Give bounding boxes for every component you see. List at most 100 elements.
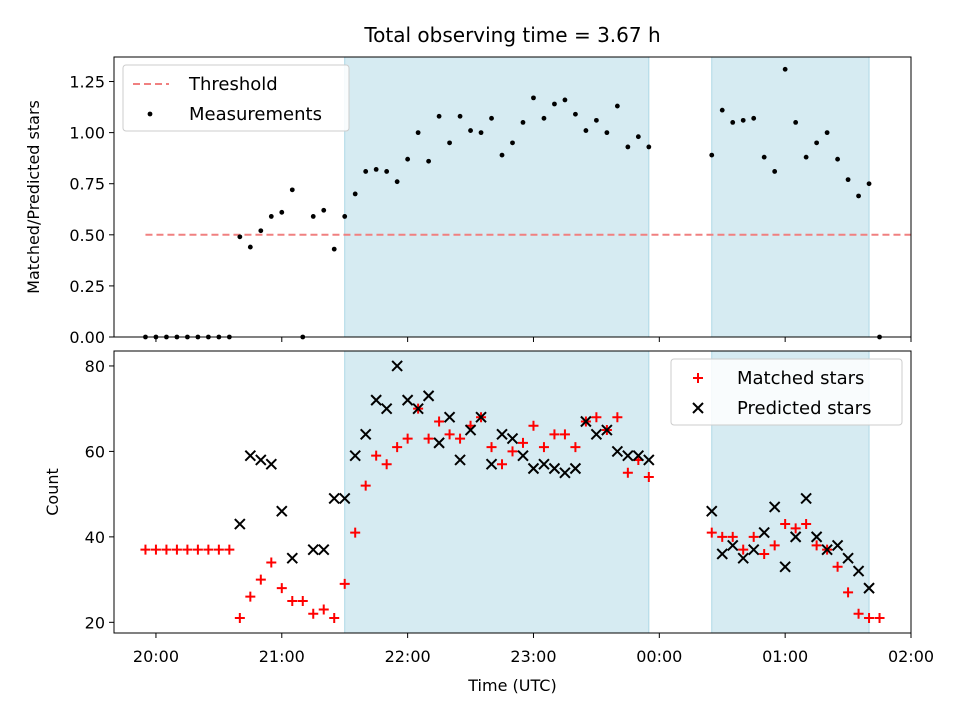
matched-star-point <box>318 604 329 615</box>
matched-star-point <box>538 442 549 453</box>
matched-star-point <box>769 540 780 551</box>
predicted-star-point <box>580 415 592 428</box>
predicted-star-point <box>359 428 372 441</box>
predicted-star-point <box>433 437 445 449</box>
measurement-point <box>635 134 641 140</box>
matched-star-point <box>161 544 172 555</box>
matched-star-point <box>727 531 738 542</box>
legend-box <box>670 358 903 426</box>
measurement-point <box>520 120 526 125</box>
matched-star-point <box>497 459 508 470</box>
measurement-point <box>646 144 652 150</box>
predicted-star-point <box>485 458 498 470</box>
y-tick-label: 0.25 <box>69 277 105 296</box>
matched-star-point <box>549 429 560 440</box>
measurement-point <box>342 214 348 219</box>
predicted-star-point <box>328 492 340 505</box>
predicted-star-point <box>286 552 298 564</box>
measurement-point <box>478 130 484 136</box>
matched-star-point <box>381 459 392 470</box>
predicted-star-point <box>349 449 361 462</box>
predicted-star-point <box>548 462 561 475</box>
predicted-star-point <box>831 539 844 552</box>
legend: Threshold Measurements <box>122 64 350 132</box>
y-axis-label: Matched/Predicted stars <box>24 100 43 294</box>
matched-star-point <box>570 442 581 453</box>
measurement-point <box>835 156 840 162</box>
measurement-point <box>814 140 820 146</box>
matched-star-point <box>643 472 654 483</box>
measurement-point <box>583 128 589 133</box>
measurement-point <box>866 181 872 187</box>
measurement-point <box>625 144 631 150</box>
predicted-star-point <box>611 445 624 458</box>
predicted-star-point <box>538 458 550 470</box>
legend-entry-matched-stars: Matched stars <box>737 368 864 389</box>
matched-star-point <box>780 519 791 530</box>
shaded-interval-1 <box>344 56 650 338</box>
matched-star-point <box>308 608 319 619</box>
matched-star-point <box>276 583 287 594</box>
y-tick-label: 1.00 <box>69 124 105 143</box>
predicted-star-point <box>737 552 749 564</box>
y-tick-label: 1.25 <box>69 73 105 92</box>
measurement-point <box>363 169 369 174</box>
predicted-star-point <box>758 526 770 539</box>
predicted-star-point <box>706 505 718 517</box>
measurement-point <box>415 130 421 136</box>
predicted-star-point <box>601 424 613 436</box>
series-predicted-stars <box>234 360 875 594</box>
y-tick-label: 0.75 <box>69 175 105 194</box>
predicted-star-point <box>318 543 330 556</box>
matched-star-point <box>297 595 308 606</box>
matched-star-point <box>811 540 822 551</box>
matched-star-point <box>329 613 340 624</box>
x-tick-label: 23:00 <box>510 647 556 666</box>
measurement-point <box>457 113 463 119</box>
measurement-point <box>510 140 515 146</box>
predicted-star-point <box>517 449 529 462</box>
measurement-point <box>237 234 243 240</box>
measurement-point <box>761 154 767 160</box>
shaded-interval-2 <box>711 56 870 338</box>
measurement-point <box>436 113 442 119</box>
predicted-star-point <box>559 467 571 479</box>
measurement-point <box>352 191 358 197</box>
matched-star-point <box>517 437 528 448</box>
measurement-point <box>593 117 599 123</box>
matched-star-point <box>402 433 413 444</box>
matched-star-point <box>748 531 759 542</box>
predicted-star-point <box>370 394 382 406</box>
measurement-point <box>782 66 788 72</box>
matched-star-point <box>371 450 382 461</box>
matched-star-point <box>874 613 885 624</box>
predicted-star-point <box>265 458 278 470</box>
matched-star-point <box>423 433 434 444</box>
matched-star-point <box>790 523 801 534</box>
y-tick-label: 20 <box>85 613 105 632</box>
measurement-point <box>310 214 316 219</box>
predicted-star-point <box>475 411 487 423</box>
measurement-point <box>373 167 379 172</box>
predicted-star-point <box>234 518 246 530</box>
measurement-point <box>751 115 757 121</box>
matched-star-point <box>150 544 161 555</box>
predicted-star-point <box>443 411 456 423</box>
measurement-point <box>331 246 337 252</box>
predicted-star-point <box>727 539 739 552</box>
y-tick-label: 40 <box>85 528 105 547</box>
shaded-interval-1 <box>344 350 650 634</box>
matched-star-point <box>171 544 182 555</box>
measurement-point <box>247 244 253 250</box>
x-axis-label: Time (UTC) <box>467 676 556 695</box>
matched-star-point <box>182 544 193 555</box>
predicted-star-point <box>789 531 802 543</box>
predicted-star-point <box>255 454 267 466</box>
predicted-star-point <box>339 492 351 505</box>
matched-star-point <box>591 412 602 423</box>
x-tick-label: 20:00 <box>133 647 179 666</box>
legend-entry-threshold: Threshold <box>188 74 278 95</box>
legend-measurement-swatch <box>147 111 153 117</box>
predicted-star-point <box>622 449 634 462</box>
